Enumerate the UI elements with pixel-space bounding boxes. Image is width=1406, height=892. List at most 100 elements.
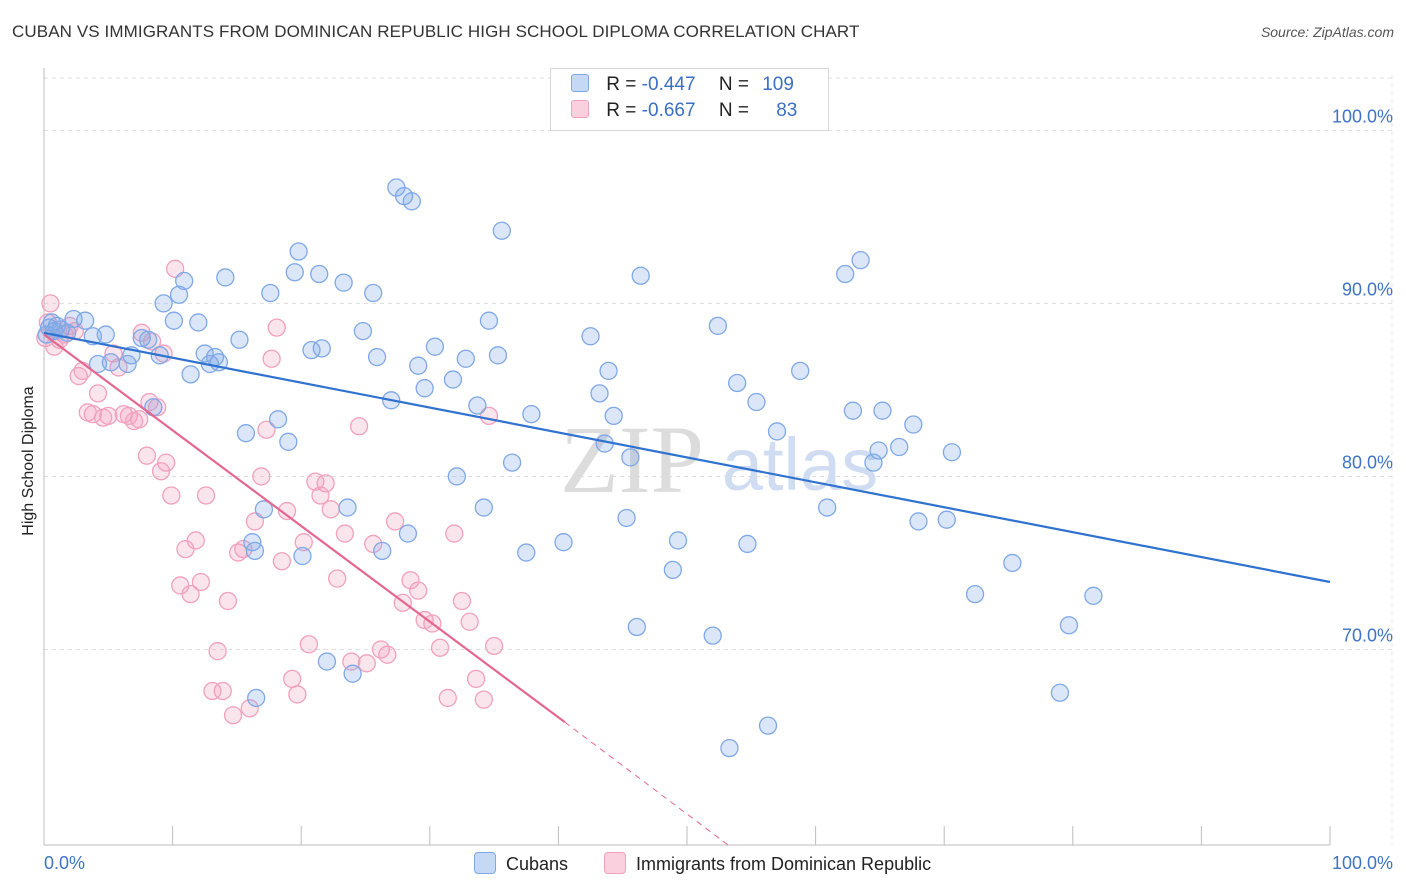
cubans-point [230,330,249,349]
cubans-point [279,432,298,451]
cubans-point [164,311,184,330]
cubans-point [488,346,508,365]
cubans-point [139,330,158,349]
trend-lines [43,331,1331,846]
cubans-point [364,283,383,303]
legend-swatch-cubans [571,74,589,92]
dominican-point [181,584,200,604]
dominican-point [257,420,276,439]
grid-lines [44,75,1393,845]
series-dominican-points [36,259,504,725]
cubans-point [334,273,353,292]
legend-swatch-dominican [571,100,589,118]
dominican-trend-line [43,333,566,724]
cubans-point [791,361,810,381]
cubans-point [402,192,421,211]
dominican-point [196,486,216,505]
cubans-point [517,543,536,562]
dominican-point [240,699,259,718]
legend-swatch-cubans [474,852,496,874]
tick-labels: 70.0% 80.0% 90.0% 100.0% 0.0% 100.0% [44,106,1393,873]
cubans-point [617,508,636,528]
cubans-point [317,652,337,671]
dominican-point [162,486,181,505]
cubans-point [132,328,151,348]
dominican-point [466,669,486,689]
cubans-point [181,365,200,384]
cubans-point [720,738,739,758]
cubans-point [268,410,288,429]
dominican-point [191,572,211,592]
cubans-point [942,443,962,462]
cubans-point [236,424,256,443]
cubans-point [254,500,274,519]
dominican-point [208,642,227,661]
cubans-point [627,617,646,637]
y-tick-label: 80.0% [1342,452,1393,472]
cubans-point [443,370,463,389]
cubans-point [447,467,466,486]
cubans-point [631,266,650,285]
dominican-point [277,501,297,521]
cubans-point [289,242,308,261]
legend-item-cubans: Cubans [474,852,568,875]
dominican-point [378,645,397,664]
dominican-point [186,531,205,550]
dominican-point [119,406,139,426]
cubans-point [869,441,888,460]
legend-n-value: 83 [776,100,798,121]
dominican-point [335,524,355,543]
dominican-point [272,552,292,571]
cubans-point [851,250,870,270]
cubans-point [937,510,956,529]
cubans-point [904,415,923,434]
chart-title: CUBAN VS IMMIGRANTS FROM DOMINICAN REPUB… [12,22,860,41]
dominican-point [83,404,103,424]
dominican-point [99,406,118,426]
legend-r-label: R = [606,100,637,121]
axes [43,68,1331,846]
cubans-point [758,716,778,735]
dominican-point [213,681,232,701]
cubans-point [621,448,640,467]
cubans-point [1050,683,1070,702]
cubans-point [818,498,837,517]
cubans-point [890,437,909,457]
legend-row-dominican: R = -0.667 N = 83 [571,100,797,126]
cubans-point [703,626,722,645]
cubans-point [502,453,522,472]
legend-swatch-dominican [604,852,626,874]
cubans-point [474,498,493,517]
cubans-point [1003,553,1022,573]
legend-label-cubans: Cubans [506,854,569,874]
dominican-point [148,398,167,417]
cubans-point [261,283,280,303]
cubans-point [285,263,304,282]
cubans-point [216,268,235,287]
cubans-point [873,401,892,420]
cubans-point [64,309,83,329]
dominican-point [130,410,149,429]
dominican-point [349,417,369,436]
cubans-point [728,373,747,393]
cubans-point [144,398,163,417]
dominican-point [474,690,493,709]
legend-label-dominican: Immigrants from Dominican Republic [636,854,932,874]
dominican-point [203,681,222,701]
y-tick-label: 100.0% [1332,106,1393,126]
cubans-point [247,688,266,708]
cubans-point [96,325,115,344]
dominican-point [88,384,108,403]
x-tick-label: 0.0% [44,853,85,873]
dominican-point [151,462,171,481]
dominican-point [445,524,464,543]
cubans-point [479,311,499,330]
cubans-point [767,422,787,441]
legend-r-value: -0.447 [641,74,696,95]
dominican-point [288,685,307,704]
watermark-zip: ZIP [560,406,704,513]
cubans-point [338,498,357,517]
cubans-point [738,534,757,554]
cubans-point [747,392,766,412]
